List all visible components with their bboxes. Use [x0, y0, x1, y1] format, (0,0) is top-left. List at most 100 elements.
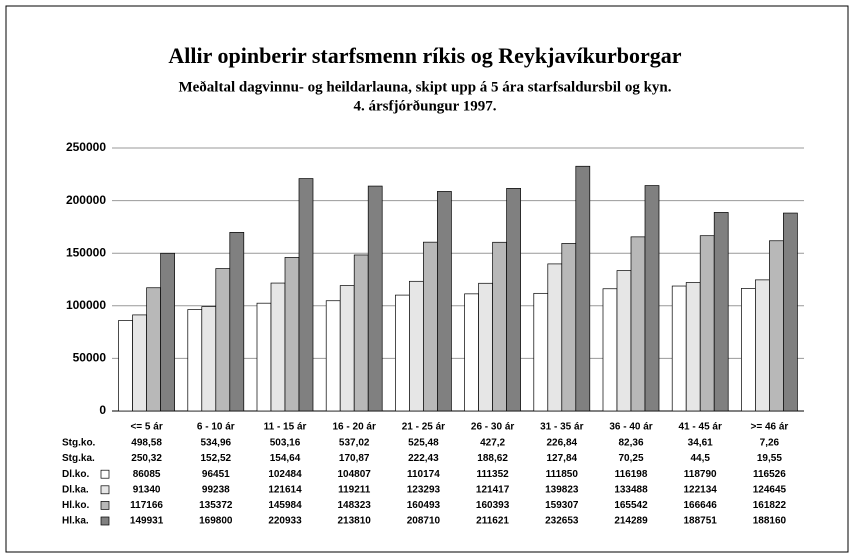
x-tick-label: 11 - 15 ár — [264, 422, 307, 433]
table-cell: 148323 — [338, 500, 372, 511]
table-cell: 160393 — [476, 500, 510, 511]
bar — [339, 285, 355, 412]
chart-subtitle: Meðaltal dagvinnu- og heildarlauna, skip… — [178, 79, 671, 95]
table-cell: 534,96 — [201, 438, 232, 449]
table-cell: 165542 — [614, 500, 648, 511]
y-tick-label: 250000 — [66, 140, 106, 154]
bar — [395, 294, 410, 412]
bar — [256, 302, 272, 412]
x-tick-label: <= 5 ár — [130, 422, 162, 433]
legend-swatch — [100, 516, 110, 526]
bar — [423, 241, 438, 412]
bar — [783, 212, 798, 412]
x-tick-label: 36 - 40 ár — [609, 422, 652, 433]
table-cell: 127,84 — [547, 453, 578, 464]
bar — [630, 236, 646, 412]
bar — [353, 254, 369, 412]
legend-swatch — [100, 469, 110, 479]
bar — [755, 279, 770, 412]
x-tick-label: 41 - 45 ár — [679, 422, 722, 433]
table-cell: 99238 — [202, 484, 230, 495]
table-cell: 111850 — [546, 469, 579, 480]
table-row-label: Stg.ka. — [62, 453, 95, 464]
table-cell: 211621 — [476, 516, 509, 527]
table-cell: 96451 — [202, 469, 230, 480]
bar — [506, 188, 521, 412]
table-cell: 169800 — [199, 516, 233, 527]
table-cell: 188751 — [684, 516, 718, 527]
table-row-label: Dl.ka. — [62, 484, 89, 495]
table-cell: 427,2 — [480, 438, 505, 449]
table-cell: 118790 — [684, 469, 717, 480]
bar — [533, 292, 549, 412]
bar — [713, 212, 729, 412]
table-row-label: Stg.ko. — [62, 438, 96, 449]
bar — [575, 165, 591, 412]
table-cell: 161822 — [753, 500, 787, 511]
x-tick-label: 16 - 20 ár — [333, 422, 376, 433]
table-cell: 133488 — [614, 484, 648, 495]
y-tick-label: 0 — [99, 403, 106, 417]
table-cell: 7,26 — [760, 438, 780, 449]
table-cell: 121614 — [268, 484, 302, 495]
table-cell: 44,5 — [690, 453, 710, 464]
table-cell: 226,84 — [547, 438, 578, 449]
bar — [616, 270, 632, 412]
x-tick-label: 26 - 30 ár — [471, 422, 514, 433]
table-cell: 188160 — [753, 516, 787, 527]
table-cell: 537,02 — [339, 438, 370, 449]
table-cell: 82,36 — [618, 438, 643, 449]
x-tick-label: >= 46 ár — [750, 422, 788, 433]
bar — [699, 235, 715, 412]
table-cell: 19,55 — [757, 453, 782, 464]
table-cell: 123293 — [407, 484, 441, 495]
x-tick-label: 31 - 35 ár — [540, 422, 583, 433]
table-cell: 232653 — [545, 516, 579, 527]
bar — [478, 282, 493, 412]
table-cell: 116526 — [753, 469, 786, 480]
legend-swatch — [100, 501, 110, 510]
bar — [602, 288, 618, 412]
table-cell: 250,32 — [131, 453, 162, 464]
table-cell: 86085 — [133, 469, 161, 480]
y-tick-label: 200000 — [66, 193, 106, 207]
table-cell: 154,64 — [270, 453, 301, 464]
table-cell: 116198 — [615, 469, 648, 480]
bar — [187, 309, 203, 412]
table-cell: 149931 — [130, 516, 164, 527]
table-cell: 145984 — [268, 500, 302, 511]
table-cell: 170,87 — [339, 453, 370, 464]
bar — [409, 280, 424, 412]
bar — [284, 257, 300, 412]
table-cell: 135372 — [199, 500, 233, 511]
bar — [685, 282, 701, 412]
table-cell: 110174 — [407, 469, 440, 480]
legend-swatch — [100, 485, 110, 495]
bar — [118, 320, 133, 412]
table-cell: 214289 — [614, 516, 648, 527]
chart-title: Allir opinberir starfsmenn ríkis og Reyk… — [168, 43, 681, 68]
table-cell: 91340 — [133, 484, 161, 495]
table-cell: 119211 — [338, 484, 371, 495]
bar — [298, 178, 314, 412]
bar — [464, 293, 479, 412]
bar — [671, 285, 687, 412]
bar — [146, 287, 161, 412]
chart-subtitle: 4. ársfjórðungur 1997. — [353, 98, 496, 114]
table-cell: 498,58 — [131, 438, 162, 449]
y-tick-label: 100000 — [66, 298, 106, 312]
table-cell: 220933 — [268, 516, 302, 527]
table-cell: 166646 — [684, 500, 718, 511]
bar — [561, 243, 577, 412]
table-cell: 104807 — [338, 469, 372, 480]
table-cell: 160493 — [407, 500, 441, 511]
table-cell: 139823 — [545, 484, 579, 495]
bar — [367, 185, 383, 412]
table-cell: 111352 — [476, 469, 509, 480]
bar — [201, 306, 217, 412]
table-cell: 525,48 — [408, 438, 439, 449]
x-tick-label: 6 - 10 ár — [197, 422, 235, 433]
table-cell: 208710 — [407, 516, 441, 527]
